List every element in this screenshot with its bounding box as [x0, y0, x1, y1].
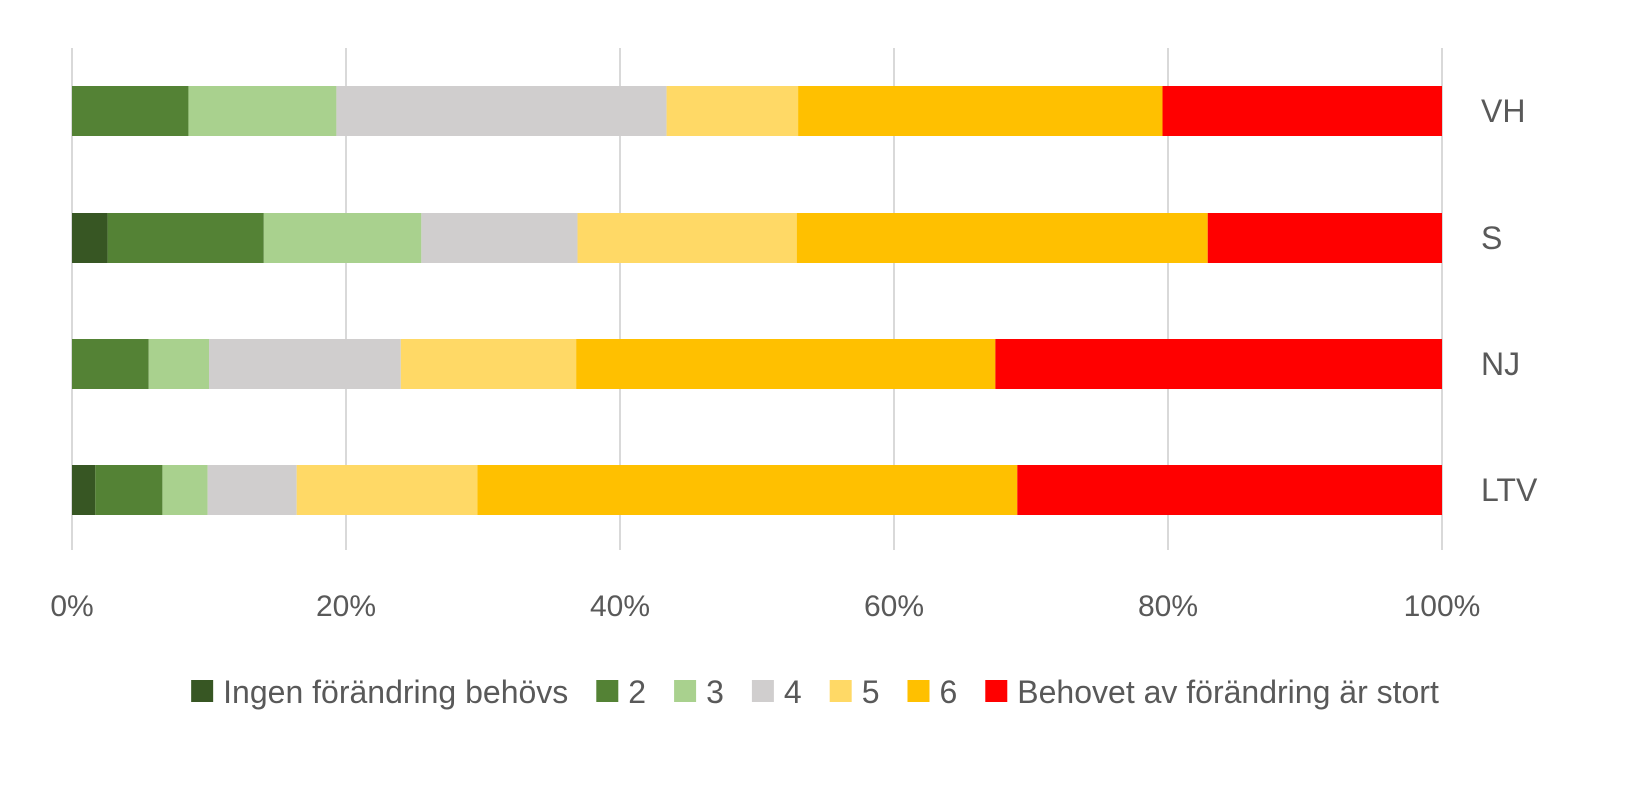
legend-swatch — [829, 680, 852, 702]
bar-segment — [296, 465, 478, 515]
legend-item: 6 — [907, 674, 957, 710]
legend-swatch — [751, 680, 774, 702]
x-tick-label: 0% — [50, 590, 93, 623]
bar-segment — [1207, 213, 1442, 263]
x-tick-label: 20% — [316, 590, 376, 623]
legend-item: Ingen förändring behövs — [191, 674, 568, 710]
legend-item: 5 — [829, 674, 880, 710]
legend-label: 3 — [706, 674, 724, 710]
x-tick-label: 80% — [1138, 590, 1198, 623]
legend-item: 2 — [596, 674, 646, 710]
bar-segment — [1162, 86, 1442, 136]
bar-segment — [107, 213, 264, 263]
bar-segment — [400, 339, 577, 389]
legend-label: Behovet av förändring är stort — [1017, 674, 1439, 710]
bar-segment — [209, 339, 401, 389]
legend-swatch — [907, 680, 930, 702]
legend-item: 4 — [751, 674, 802, 710]
legend-label: 4 — [784, 674, 802, 710]
bar-segment — [477, 465, 1018, 515]
bar-segment — [263, 213, 422, 263]
bar-segment — [95, 465, 163, 515]
bar-segment — [666, 86, 799, 136]
bar-segment — [207, 465, 297, 515]
legend-swatch — [191, 680, 214, 702]
bar-segment — [421, 213, 578, 263]
legend-item: Behovet av förändring är stort — [985, 674, 1439, 710]
legend-swatch — [674, 680, 697, 702]
labels: 0% 20% 40% 60% 80% 100% VH S NJ LTV — [50, 93, 1538, 623]
bar-segment — [1017, 465, 1442, 515]
bar-segment — [796, 213, 1208, 263]
bar-segment — [995, 339, 1442, 389]
x-tick-label: 100% — [1404, 590, 1481, 623]
bar-segment — [188, 86, 337, 136]
legend-swatch — [985, 680, 1008, 702]
bar-segment — [576, 339, 996, 389]
x-tick-label: 60% — [864, 590, 924, 623]
bar-segment — [577, 213, 797, 263]
legend-label: 6 — [939, 674, 957, 710]
legend-label: 2 — [628, 674, 646, 710]
category-label: VH — [1481, 93, 1525, 129]
bar-segment — [72, 86, 189, 136]
bar-segment — [72, 339, 149, 389]
legend-label: Ingen förändring behövs — [223, 674, 568, 710]
bar-segment — [162, 465, 208, 515]
bars — [72, 86, 1442, 515]
legend-label: 5 — [862, 674, 880, 710]
category-label: S — [1481, 220, 1502, 256]
bar-segment — [72, 213, 108, 263]
bar-segment — [336, 86, 667, 136]
legend: Ingen förändring behövs 2 3 4 5 6 Behovet av f… — [191, 674, 1439, 710]
category-label: NJ — [1481, 346, 1520, 382]
x-tick-label: 40% — [590, 590, 650, 623]
legend-item: 3 — [674, 674, 724, 710]
legend-swatch — [596, 680, 619, 702]
bar-segment — [798, 86, 1163, 136]
bar-segment — [148, 339, 209, 389]
category-label: LTV — [1481, 472, 1538, 508]
bar-segment — [72, 465, 96, 515]
